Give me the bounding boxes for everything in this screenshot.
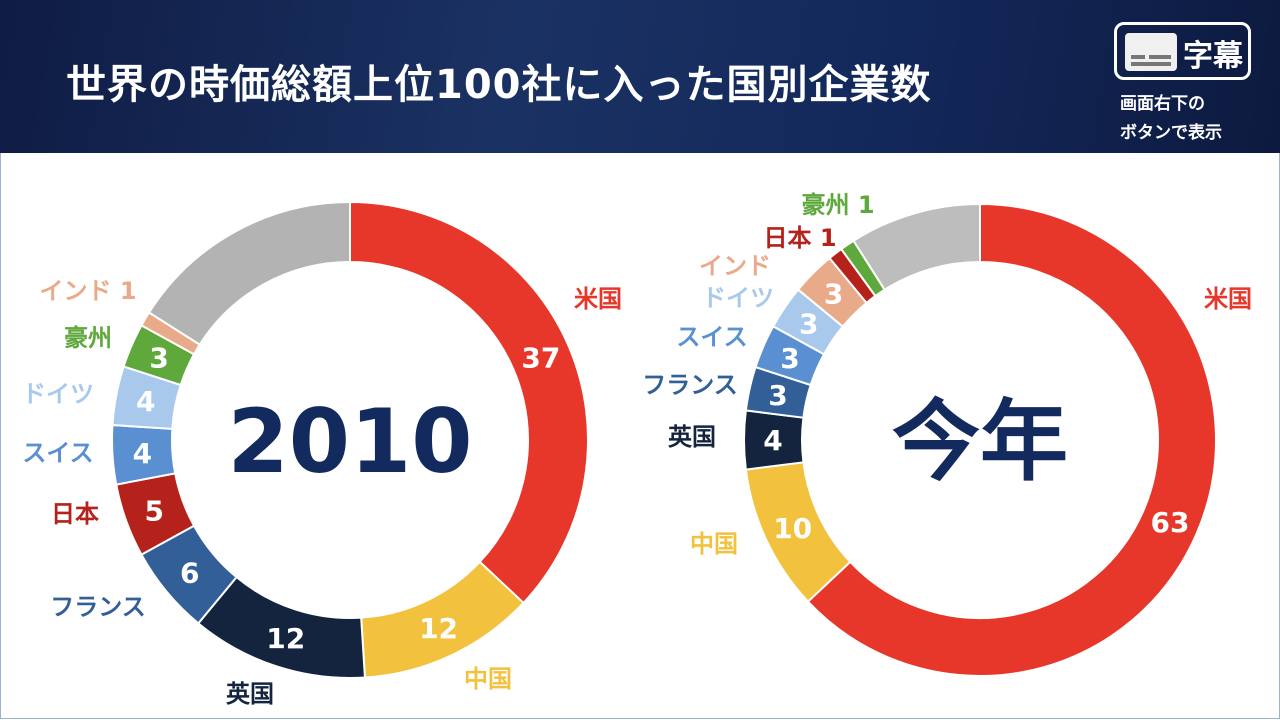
data-label: 4 [763,424,782,457]
donut-segment-other [852,202,981,292]
donut-segment-0 [349,200,589,605]
donut-segment-0 [806,202,1217,677]
data-label: 6 [180,557,199,590]
caption-note: 画面右下の ボタンで表示 [1120,90,1222,148]
data-label: 3 [824,278,843,311]
category-label: スイス [22,439,93,467]
data-label: 37 [521,341,560,374]
center-label: 2010 [228,390,473,493]
caption-button[interactable]: 字幕 [1114,22,1251,80]
category-label: ドイツ [22,380,94,408]
category-label: フランス [50,593,146,621]
data-label: 12 [419,612,458,645]
category-label: 米国 [574,285,622,313]
caption-note-line2: ボタンで表示 [1120,123,1222,143]
category-label: 豪州 1 [801,191,874,219]
data-label: 3 [149,341,168,374]
caption-note-line1: 画面右下の [1120,94,1205,114]
data-label: 3 [799,308,818,341]
data-label: 3 [780,342,799,375]
data-label: 12 [266,622,305,655]
subtitles-icon [1125,33,1177,71]
center-label: 今年 [892,390,1068,493]
data-label: 3 [768,379,787,412]
data-label: 4 [133,437,152,470]
category-label: インド 1 [39,277,136,305]
page-title: 世界の時価総額上位100社に入った国別企業数 [66,62,932,108]
data-label: 63 [1150,506,1189,539]
category-label: 豪州 [64,324,112,352]
category-label: 英国 [226,680,274,708]
category-label: 英国 [668,423,716,451]
category-label: ドイツ [702,284,774,312]
category-label: フランス [642,371,738,399]
category-label: スイス [676,323,747,351]
caption-button-label: 字幕 [1183,39,1243,74]
category-label: 日本 1 [763,224,836,252]
donut-segment-other [147,200,351,347]
category-label: 米国 [1204,285,1252,313]
header-banner: 世界の時価総額上位100社に入った国別企業数 字幕 画面右下の ボタンで表示 [0,0,1280,153]
data-label: 4 [136,385,155,418]
category-label: インド [699,252,771,280]
category-label: 中国 [690,530,738,558]
data-label: 5 [145,494,164,527]
category-label: 中国 [464,665,512,693]
category-label: 日本 [51,500,99,528]
data-label: 10 [773,512,812,545]
